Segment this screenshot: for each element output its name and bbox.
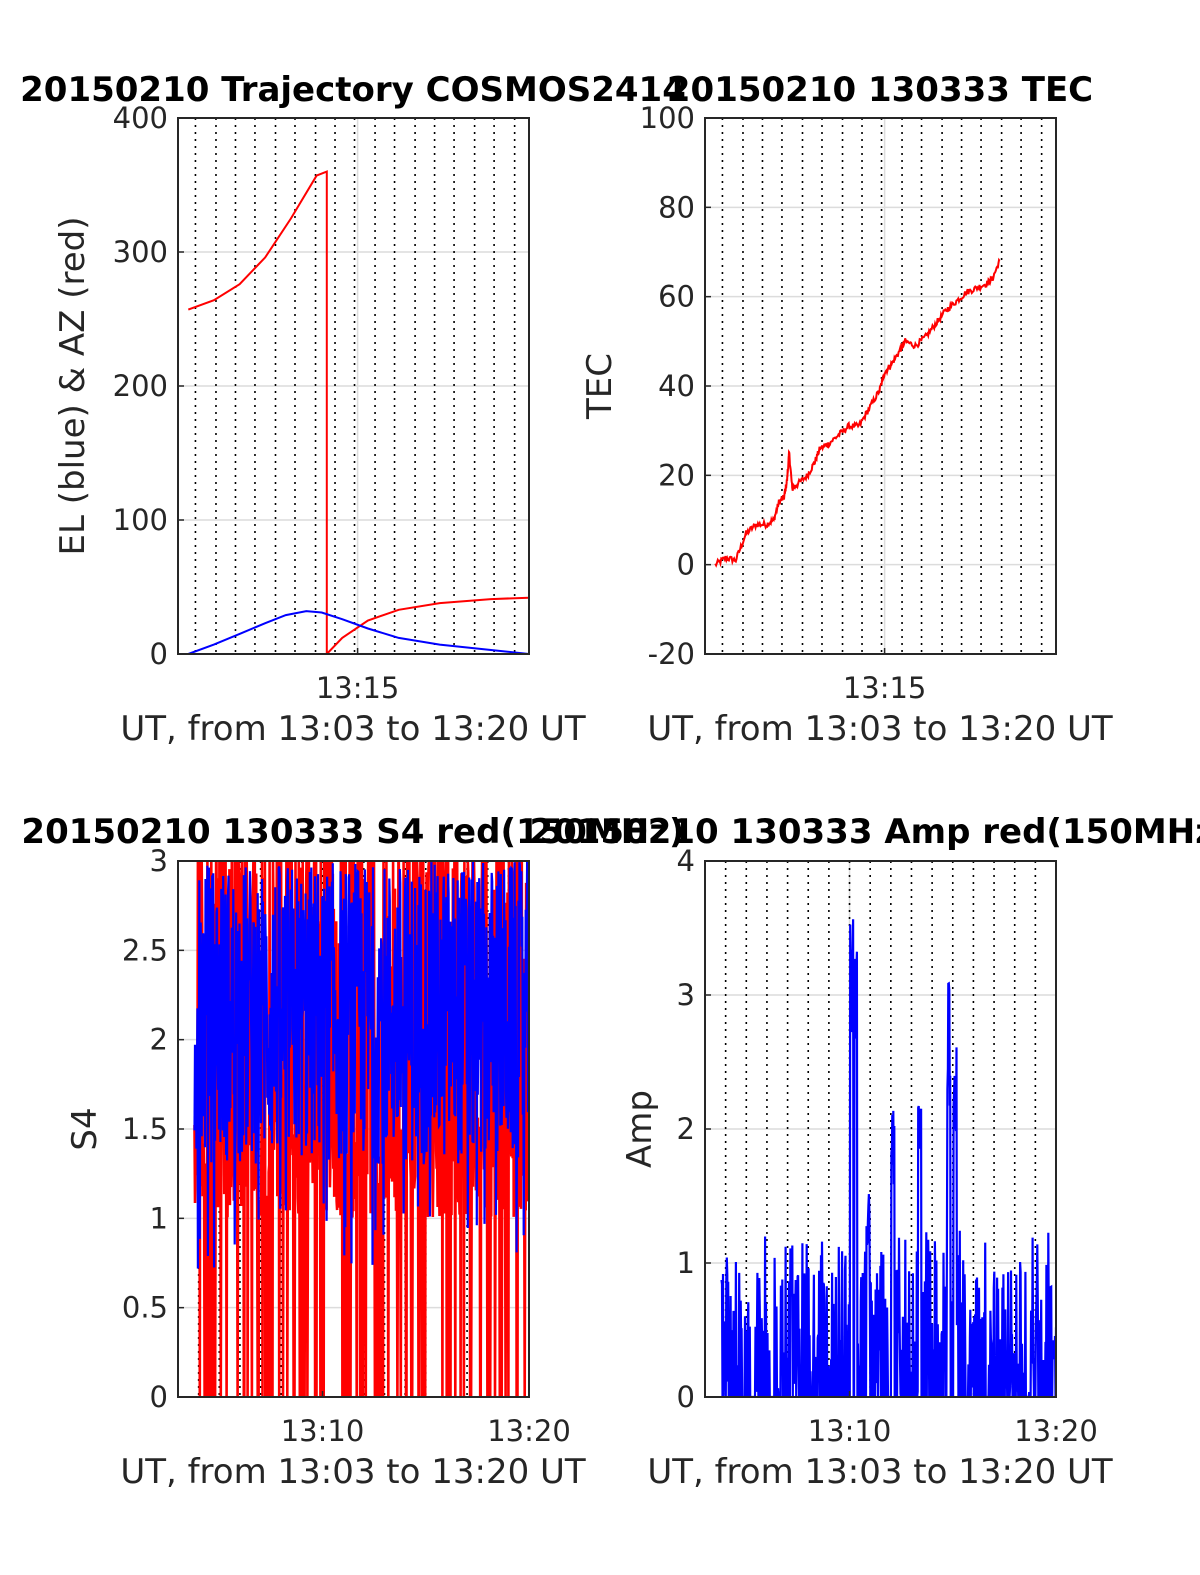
trajectory-xlabel: UT, from 13:03 to 13:20 UT [120,709,586,749]
s4-xlabel: UT, from 13:03 to 13:20 UT [120,1452,586,1492]
amp-title: 20150210 130333 Amp red(150MHz) [529,812,1200,852]
s4-xtick-label: 13:20 [487,1414,571,1448]
s4-ytick-label: 1.5 [122,1112,168,1146]
trajectory-ytick-label: 0 [150,637,168,671]
s4-ytick-label: 0 [150,1380,168,1414]
s4-ytick-label: 1 [150,1201,168,1235]
trajectory-ylabel: EL (blue) & AZ (red) [53,216,93,555]
tec-xlabel: UT, from 13:03 to 13:20 UT [647,709,1113,749]
tec-ytick-label: 100 [640,101,695,135]
tec-ylabel: TEC [580,353,620,420]
trajectory-series-1 [187,610,529,654]
amp-ytick-label: 2 [677,1112,695,1146]
tec-ytick-label: 40 [658,369,695,403]
s4-title: 20150210 130333 S4 red(150MHz) [21,812,684,852]
tec-ytick-label: 80 [658,190,695,224]
amp-xlabel: UT, from 13:03 to 13:20 UT [647,1452,1113,1492]
amp-ylabel: Amp [620,1090,660,1168]
amp-xtick-label: 13:10 [808,1414,892,1448]
s4-series-1 [193,861,529,1269]
tec-xtick-label: 13:15 [843,671,927,705]
tec-series-0 [714,257,1001,568]
s4-ytick-label: 2 [150,1023,168,1057]
tec-title: 20150210 130333 TEC [667,70,1093,110]
trajectory-ytick-label: 200 [113,369,168,403]
trajectory-series-0 [187,170,529,654]
tec-ytick-label: 60 [658,280,695,314]
s4-ytick-label: 0.5 [122,1291,168,1325]
trajectory-ytick-label: 400 [113,101,168,135]
s4-ylabel: S4 [65,1107,105,1150]
tec-ytick-label: 20 [658,458,695,492]
trajectory-ytick-label: 100 [113,503,168,537]
trajectory-xtick-label: 13:15 [316,671,400,705]
amp-ytick-label: 4 [677,844,695,878]
trajectory-panel: 20150210 Trajectory COSMOS2414 0 100 200 30… [20,70,686,749]
trajectory-title: 20150210 Trajectory COSMOS2414 [20,70,686,110]
tec-panel: 20150210 130333 TEC -20 0 20 40 60 80 100 13:15… [580,70,1113,749]
amp-ytick-label: 3 [677,978,695,1012]
s4-panel: 20150210 130333 S4 red(150MHz) 0 0.5 1 1.5 2… [21,812,684,1492]
tec-ytick-label: 0 [677,548,695,582]
s4-ytick-label: 2.5 [122,933,168,967]
tec-ytick-label: -20 [648,637,695,671]
trajectory-ytick-label: 300 [113,235,168,269]
s4-xtick-label: 13:10 [281,1414,365,1448]
amp-ytick-label: 1 [677,1246,695,1280]
amp-xtick-label: 13:20 [1014,1414,1098,1448]
amp-ytick-label: 0 [677,1380,695,1414]
amp-series-0 [720,919,1056,1397]
s4-ytick-label: 3 [150,844,168,878]
amp-panel: 20150210 130333 Amp red(150MHz) 0 1 2 3 4 13:… [529,812,1200,1492]
